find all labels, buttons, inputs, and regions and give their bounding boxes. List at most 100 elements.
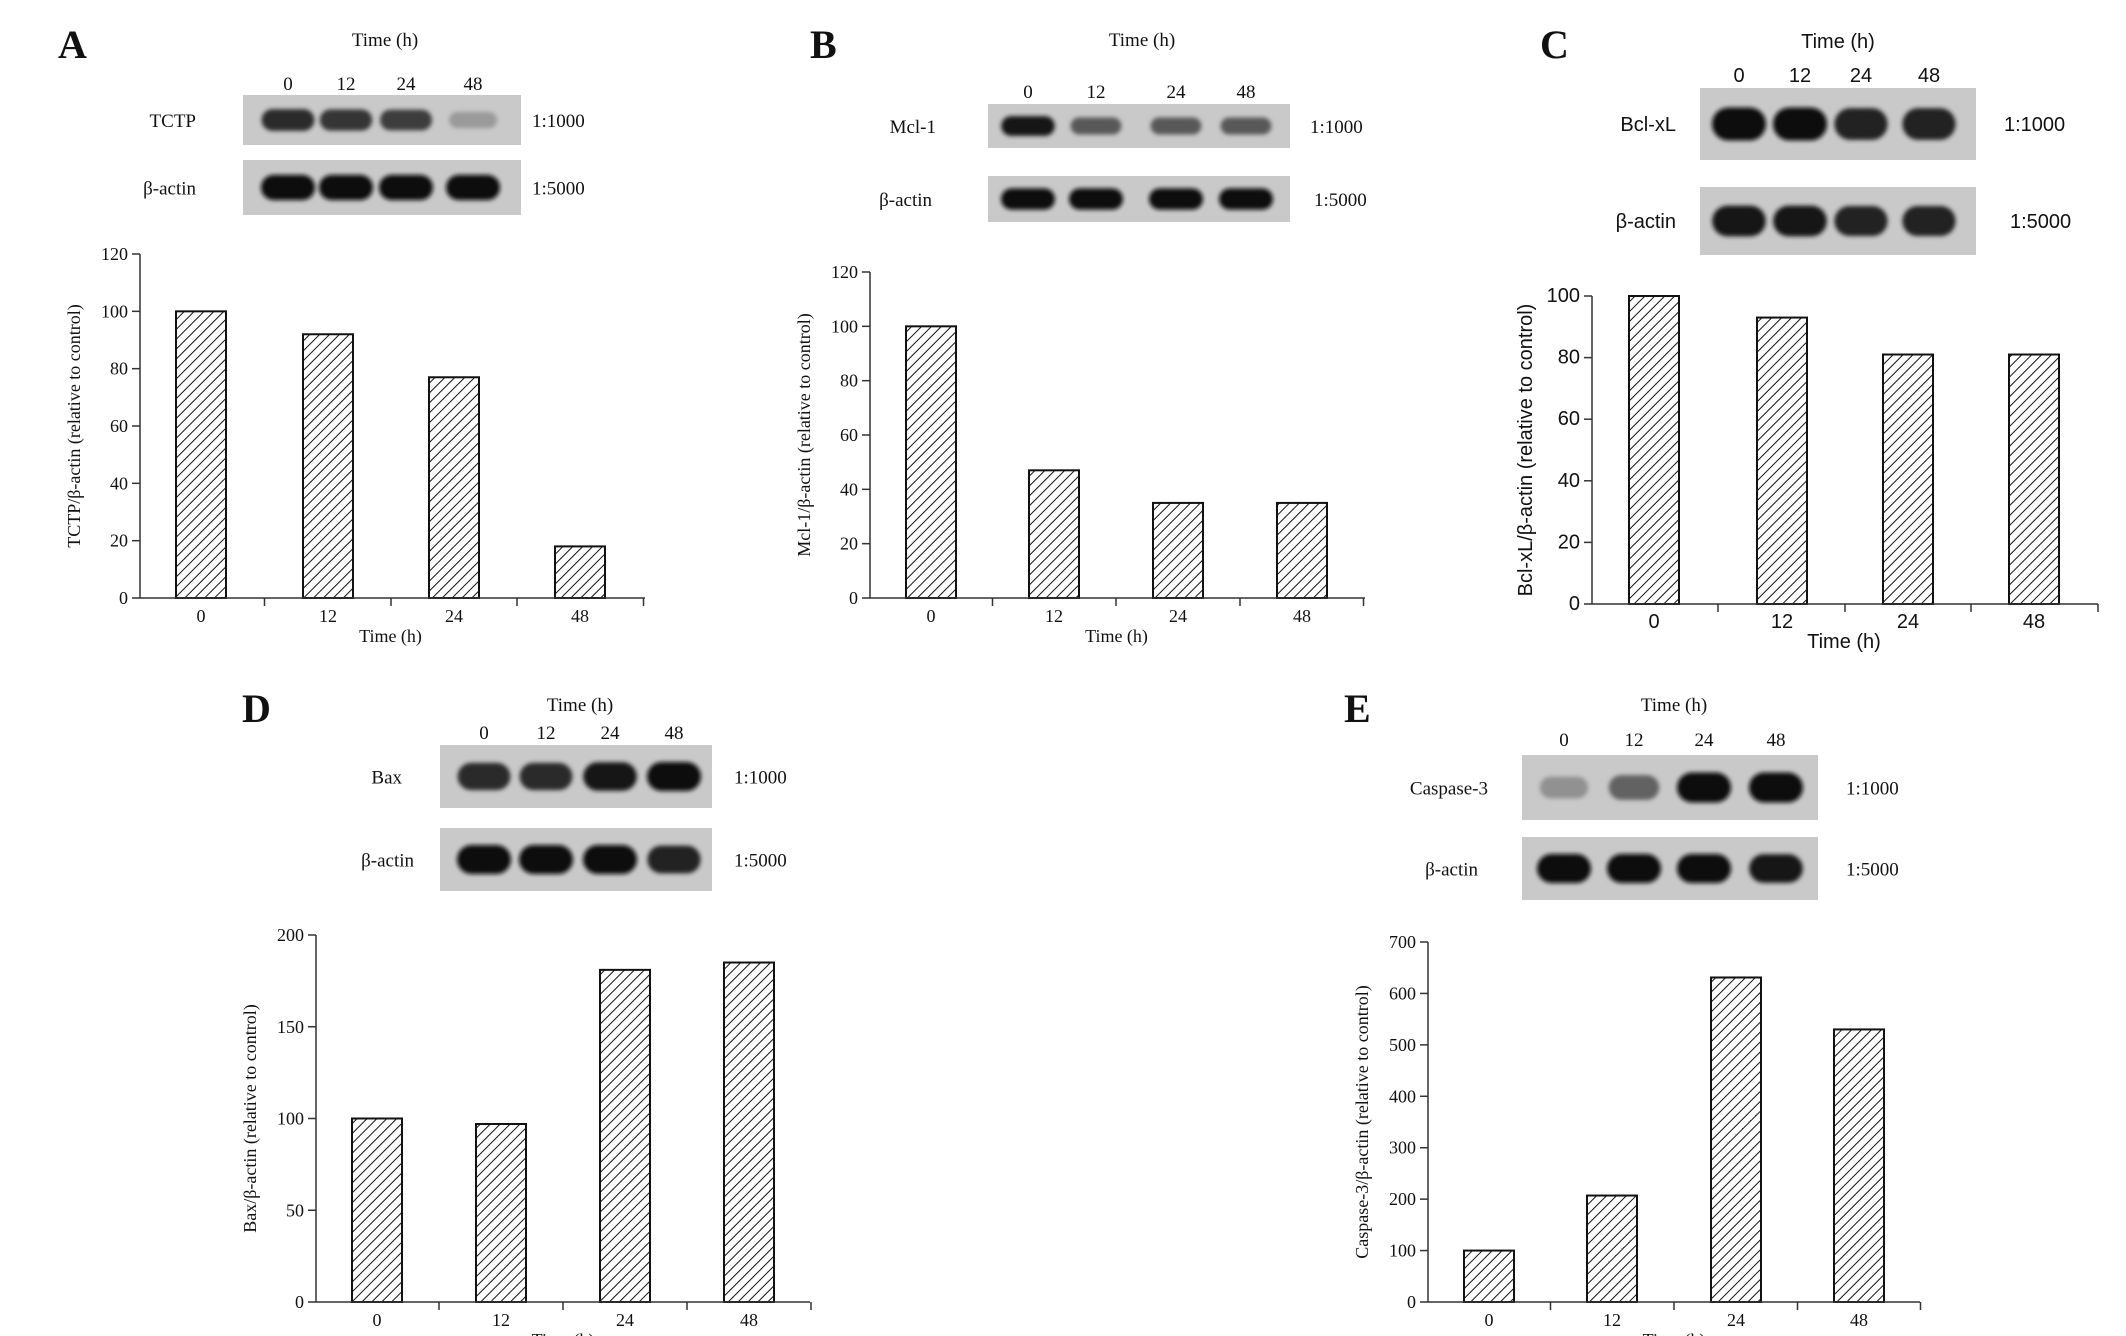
y-tick-label: 20 — [1558, 531, 1580, 553]
blot-band — [583, 762, 637, 791]
blot-dilution: 1:1000 — [532, 111, 585, 132]
blot-band — [261, 174, 315, 201]
blot-band — [647, 845, 701, 874]
blot-row: Caspase-3 1:1000 — [1410, 755, 1899, 820]
y-tick-label: 20 — [110, 531, 128, 551]
panel-d: D Time (h) 0 12 24 48 Bax 1:1000 β-actin 1:5000 0 5… — [240, 686, 812, 1336]
blot-band — [1537, 854, 1591, 883]
x-tick-label: 12 — [1771, 611, 1793, 633]
x-tick-label: 24 — [616, 1310, 634, 1330]
y-tick-label: 200 — [277, 925, 304, 945]
blot-row: Bax 1:1000 — [371, 745, 787, 808]
blot-protein-label: β-actin — [143, 179, 196, 200]
blot-row: β-actin 1:5000 — [1616, 187, 2071, 255]
y-tick-label: 40 — [110, 473, 128, 493]
blot-band — [446, 174, 500, 201]
bar — [1628, 295, 1680, 605]
panel-a: A Time (h) 0 12 24 48 TCTP 1:1000 β-actin 1:5000 0… — [58, 22, 645, 647]
x-tick-label: 48 — [1293, 606, 1311, 626]
y-axis-title: Bax/β-actin (relative to control) — [240, 1004, 261, 1233]
blot-band — [1001, 116, 1055, 136]
y-tick-label: 700 — [1389, 932, 1416, 952]
blot-band — [1834, 205, 1888, 237]
y-tick-label: 40 — [840, 479, 858, 499]
y-tick-label: 0 — [1407, 1292, 1416, 1312]
blot-protein-label: β-actin — [879, 190, 932, 211]
bar — [1586, 1194, 1638, 1303]
bar — [1276, 501, 1328, 599]
y-tick-label: 150 — [277, 1017, 304, 1037]
x-tick-label: 0 — [1648, 611, 1659, 633]
y-tick-label: 600 — [1389, 983, 1416, 1003]
blot-band — [1069, 188, 1123, 210]
blot-protein-label: β-actin — [361, 851, 414, 872]
bar-chart: 0 20 40 60 80 100 120 0 12 24 48 Time (h) TCTP/β-act… — [64, 244, 645, 647]
western-blot: Time (h) 0 12 24 48 TCTP 1:1000 β-actin 1:5000 — [143, 30, 585, 215]
blot-lane-label: 24 — [1167, 82, 1187, 103]
blot-lane-label: 12 — [537, 723, 556, 744]
y-tick-label: 0 — [849, 588, 858, 608]
bar — [1152, 501, 1204, 599]
bar — [905, 325, 957, 599]
blot-band — [1712, 107, 1766, 141]
bar — [351, 1117, 403, 1303]
blot-band — [1608, 775, 1660, 800]
x-tick-label: 24 — [1727, 1310, 1745, 1330]
blot-lane-label: 48 — [1767, 730, 1786, 751]
x-tick-label: 0 — [197, 606, 206, 626]
blot-band — [1902, 108, 1956, 140]
blot-row: TCTP 1:1000 — [150, 95, 585, 145]
blot-band — [379, 174, 433, 201]
blot-band — [1219, 188, 1273, 210]
blot-row: Mcl-1 1:1000 — [890, 104, 1363, 148]
y-tick-label: 60 — [840, 425, 858, 445]
blot-lane-label: 48 — [1918, 65, 1940, 87]
blot-band — [1149, 188, 1203, 210]
blot-band — [1773, 205, 1827, 237]
blot-time-label: Time (h) — [1641, 695, 1707, 716]
bar-chart: 0 20 40 60 80 100 0 12 24 48 Time (h) Bcl-xL/β-acti… — [1515, 285, 2099, 653]
y-tick-label: 200 — [1389, 1189, 1416, 1209]
blot-lane-label: 12 — [1789, 65, 1811, 87]
bar — [1882, 353, 1934, 605]
blot-lane-label: 24 — [1850, 65, 1872, 87]
bar — [1833, 1028, 1885, 1304]
panel-b: B Time (h) 0 12 24 48 Mcl-1 1:1000 β-actin 1:5000… — [794, 22, 1367, 647]
panel-e: E Time (h) 0 12 24 48 Caspase-3 1:1000 β-actin 1:… — [1344, 686, 1922, 1336]
blot-time-label: Time (h) — [1801, 31, 1875, 53]
western-blot: Time (h) 0 12 24 48 Mcl-1 1:1000 β-actin 1:5000 — [879, 30, 1367, 222]
blot-time-label: Time (h) — [547, 695, 613, 716]
blot-band — [1902, 205, 1956, 237]
x-tick-label: 24 — [1169, 606, 1187, 626]
blot-protein-label: Bcl-xL — [1620, 114, 1676, 136]
y-axis-title: Caspase-3/β-actin (relative to control) — [1352, 985, 1373, 1259]
bar — [1710, 976, 1762, 1303]
y-tick-label: 80 — [840, 371, 858, 391]
blot-row: β-actin 1:5000 — [1425, 837, 1899, 900]
blot-lane-label: 24 — [601, 723, 621, 744]
y-tick-label: 100 — [277, 1109, 304, 1129]
blot-dilution: 1:1000 — [1310, 117, 1363, 138]
panel-letter: A — [58, 22, 87, 67]
blot-band — [380, 109, 432, 131]
x-tick-label: 12 — [319, 606, 337, 626]
blot-dilution: 1:5000 — [734, 851, 787, 872]
blot-time-label: Time (h) — [352, 30, 418, 51]
blot-band — [449, 111, 497, 129]
blot-band — [261, 109, 315, 131]
blot-time-label: Time (h) — [1109, 30, 1175, 51]
y-tick-label: 100 — [831, 316, 858, 336]
x-tick-label: 24 — [445, 606, 463, 626]
x-tick-label: 48 — [740, 1310, 758, 1330]
y-tick-label: 100 — [1547, 285, 1580, 307]
x-axis-title: Time (h) — [1643, 1330, 1706, 1336]
x-axis-title: Time (h) — [1807, 631, 1881, 653]
y-tick-label: 400 — [1389, 1086, 1416, 1106]
blot-band — [1070, 117, 1122, 135]
bar — [2008, 353, 2060, 605]
x-tick-label: 0 — [927, 606, 936, 626]
panel-c: C Time (h) 0 12 24 48 Bcl-xL 1:1000 β-actin 1:500… — [1515, 22, 2099, 653]
y-tick-label: 100 — [101, 301, 128, 321]
y-tick-label: 120 — [831, 262, 858, 282]
